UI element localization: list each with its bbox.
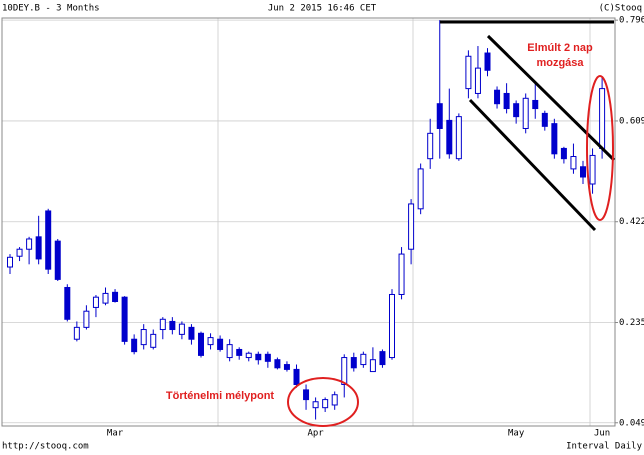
highlight-ellipse: [287, 377, 359, 427]
candle-body: [360, 353, 367, 366]
highlight-ellipse: [586, 75, 614, 221]
candle-body: [264, 353, 271, 362]
y-tick-label: 0.796: [619, 16, 644, 26]
candle-body: [169, 320, 176, 331]
candle-body: [131, 338, 138, 353]
candle-body: [16, 248, 23, 257]
candle-body: [341, 357, 348, 385]
candle-body: [226, 344, 233, 359]
candle-body: [245, 352, 252, 359]
candle-body: [322, 399, 329, 409]
candle-body: [350, 357, 357, 369]
candle-body: [570, 156, 577, 170]
candle-body: [283, 364, 290, 370]
candle-body: [369, 359, 376, 373]
candle-body: [188, 326, 195, 340]
candle-body: [494, 89, 501, 105]
candle-body: [465, 55, 472, 90]
chart-title: 10DEY.B - 3 Months: [2, 4, 100, 14]
candle-body: [92, 296, 99, 308]
candle-body: [83, 310, 90, 328]
candle-body: [140, 329, 147, 346]
candle-body: [121, 296, 128, 342]
candle-body: [474, 67, 481, 94]
candle-body: [178, 323, 185, 335]
candle-body: [150, 333, 157, 348]
candle-body: [35, 236, 42, 260]
candle-body: [398, 253, 405, 295]
copyright: (C)Stooq: [599, 4, 642, 14]
interval: Interval Daily: [566, 442, 642, 452]
candle-body: [312, 401, 319, 409]
candle-body: [599, 88, 606, 149]
candle-body: [541, 112, 548, 127]
annotation: Elmúlt 2 nap: [527, 42, 593, 54]
candle-body: [198, 332, 204, 356]
candle-body: [455, 116, 462, 160]
candle-body: [54, 240, 61, 280]
candle-body: [513, 103, 520, 118]
chart-subtitle: Jun 2 2015 16:46 CET: [268, 4, 377, 14]
candle-body: [379, 351, 386, 366]
channel-bottom: [468, 98, 597, 232]
y-tick-label: 0.235: [619, 318, 644, 328]
candle-body: [45, 210, 52, 270]
candle-body: [26, 238, 33, 250]
candle-body: [255, 353, 262, 361]
candle-body: [560, 147, 567, 160]
candle-body: [417, 168, 424, 210]
candle-body: [159, 318, 166, 331]
y-tick-label: 0.422: [619, 217, 644, 227]
candle-body: [408, 203, 415, 250]
candle-body: [217, 338, 224, 350]
candle-body: [64, 286, 71, 320]
candle-body: [532, 99, 539, 110]
candle-body: [427, 132, 434, 160]
annotation: Történelmi mélypont: [166, 390, 275, 402]
candle-body: [436, 103, 443, 129]
candle-body: [331, 394, 338, 406]
candle-body: [580, 166, 586, 178]
annotation: mozgása: [536, 57, 584, 69]
candle-body: [293, 368, 300, 385]
source: http://stooq.com: [2, 442, 89, 452]
x-tick-label: Jun: [594, 429, 610, 439]
candle-body: [112, 291, 119, 302]
candle-body: [522, 97, 529, 129]
x-tick-label: Mar: [107, 429, 124, 439]
x-tick-label: May: [508, 429, 525, 439]
candle-body: [274, 359, 281, 369]
candles: [7, 20, 606, 420]
candle-body: [73, 326, 80, 340]
candle-body: [551, 123, 558, 155]
candle-body: [503, 92, 510, 110]
y-tick-label: 0.609: [619, 116, 644, 126]
candle-body: [207, 337, 214, 346]
candle-body: [589, 154, 596, 185]
channel-top: [486, 34, 616, 162]
candle-body: [484, 52, 491, 71]
candle-body: [389, 293, 395, 359]
candle-body: [7, 256, 13, 268]
candle-body: [303, 389, 310, 401]
y-tick-label: 0.049: [619, 418, 644, 428]
candle-body: [446, 119, 453, 155]
x-tick-label: Apr: [307, 429, 324, 439]
candle-body: [102, 292, 109, 304]
candle-body: [236, 348, 243, 356]
